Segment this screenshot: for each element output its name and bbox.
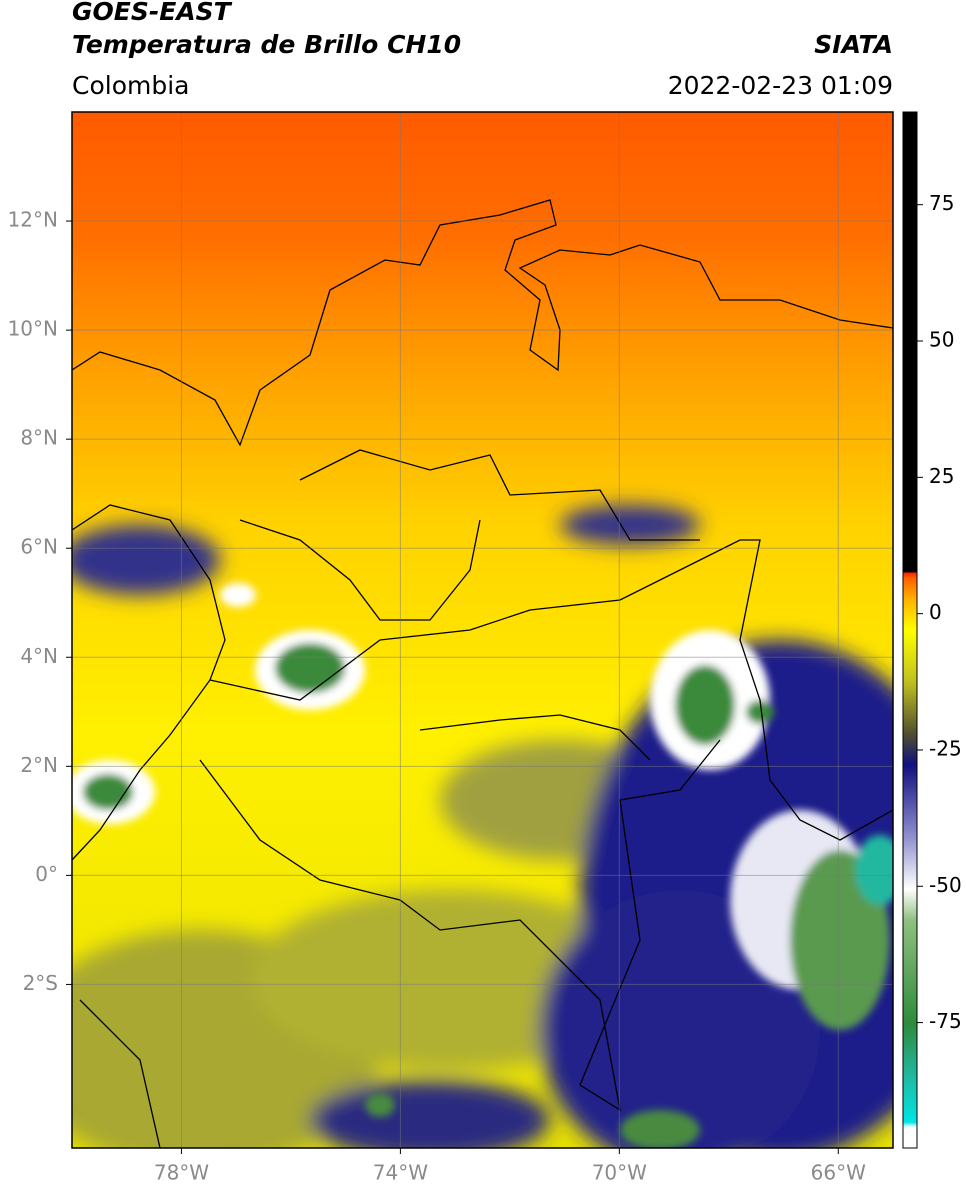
lat-tick-label: 2°N: [20, 753, 58, 777]
lon-tick-label: 70°W: [592, 1161, 647, 1185]
datetime: 2022-02-23 01:09: [668, 71, 893, 100]
subtitle: Temperatura de Brillo CH10: [72, 30, 461, 59]
colorbar-tick-label: -25: [929, 736, 962, 760]
lat-tick-label: 6°N: [20, 535, 58, 559]
lat-tick-label: 10°N: [8, 317, 58, 341]
lon-tick-label: 78°W: [154, 1161, 209, 1185]
title: GOES-EAST: [72, 0, 233, 26]
colorbar-tick-label: 0: [929, 600, 942, 624]
region: Colombia: [72, 71, 189, 100]
map-frame: [71, 111, 894, 1149]
colorbar-tick-label: -50: [929, 873, 962, 897]
graticule: [72, 112, 893, 1148]
colorbar-tick-label: 50: [929, 328, 954, 352]
lat-tick-label: 8°N: [20, 426, 58, 450]
colorbar-tick-label: 75: [929, 191, 954, 215]
lat-tick-label: 2°S: [23, 971, 58, 995]
map-image: [72, 112, 893, 1148]
lon-tick-label: 74°W: [373, 1161, 428, 1185]
lat-tick-label: 0°: [35, 862, 58, 886]
lat-tick-label: 12°N: [8, 208, 58, 232]
lon-tick-label: 66°W: [811, 1161, 866, 1185]
source: SIATA: [814, 30, 893, 59]
colorbar-tick-label: -75: [929, 1009, 962, 1033]
colorbar-tick-label: 25: [929, 464, 954, 488]
lat-tick-label: 4°N: [20, 644, 58, 668]
colorbar: [902, 111, 918, 1149]
